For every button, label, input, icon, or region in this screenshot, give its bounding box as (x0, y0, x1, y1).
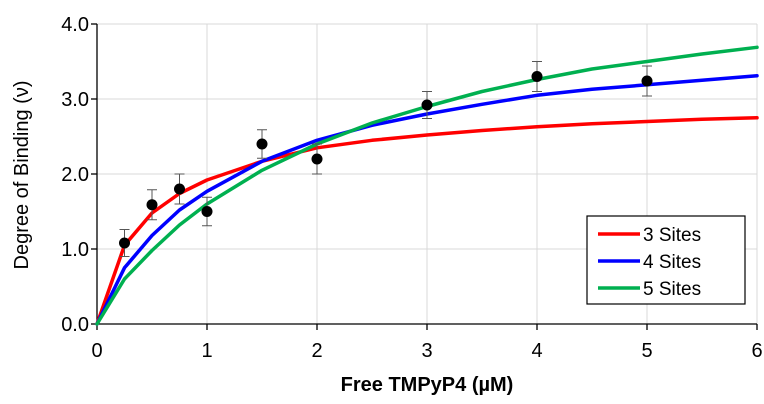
data-point (201, 206, 213, 217)
series-lines (95, 45, 759, 326)
x-tick-label: 6 (751, 340, 762, 362)
data-point (311, 153, 323, 165)
y-tick-label: 0.0 (61, 314, 89, 336)
tick-labels: 0 1 2 3 4 5 6 0.0 1.0 2.0 3.0 4.0 (61, 14, 762, 362)
y-axis-title: Degree of Binding (ν) (11, 81, 33, 270)
x-tick-label: 1 (201, 340, 212, 362)
data-point (421, 99, 433, 111)
x-axis-title: Free TMPyP4 (µM) (341, 374, 514, 396)
x-tick-label: 0 (91, 340, 102, 362)
series-line-5-sites (95, 45, 759, 326)
y-tick-label: 1.0 (61, 239, 89, 261)
data-point (531, 71, 543, 82)
y-tick-label: 3.0 (61, 89, 89, 111)
legend-label: 5 Sites (643, 279, 701, 300)
data-point (641, 75, 653, 87)
x-tick-label: 2 (311, 340, 322, 362)
x-tick-label: 5 (641, 340, 652, 362)
x-tick-label: 4 (531, 340, 542, 362)
series-line-3-sites (95, 116, 759, 326)
legend-label: 3 Sites (643, 225, 701, 246)
axes (91, 23, 758, 330)
data-point (119, 237, 130, 249)
data-points (119, 71, 653, 249)
y-tick-label: 2.0 (61, 164, 89, 186)
data-point (174, 183, 185, 195)
data-point (256, 138, 268, 150)
series-line-4-sites (95, 74, 759, 326)
y-tick-label: 4.0 (61, 14, 89, 36)
legend-label: 4 Sites (643, 252, 701, 273)
data-point (146, 199, 158, 211)
legend: 3 Sites 4 Sites 5 Sites (586, 215, 746, 305)
x-tick-label: 3 (421, 340, 432, 362)
